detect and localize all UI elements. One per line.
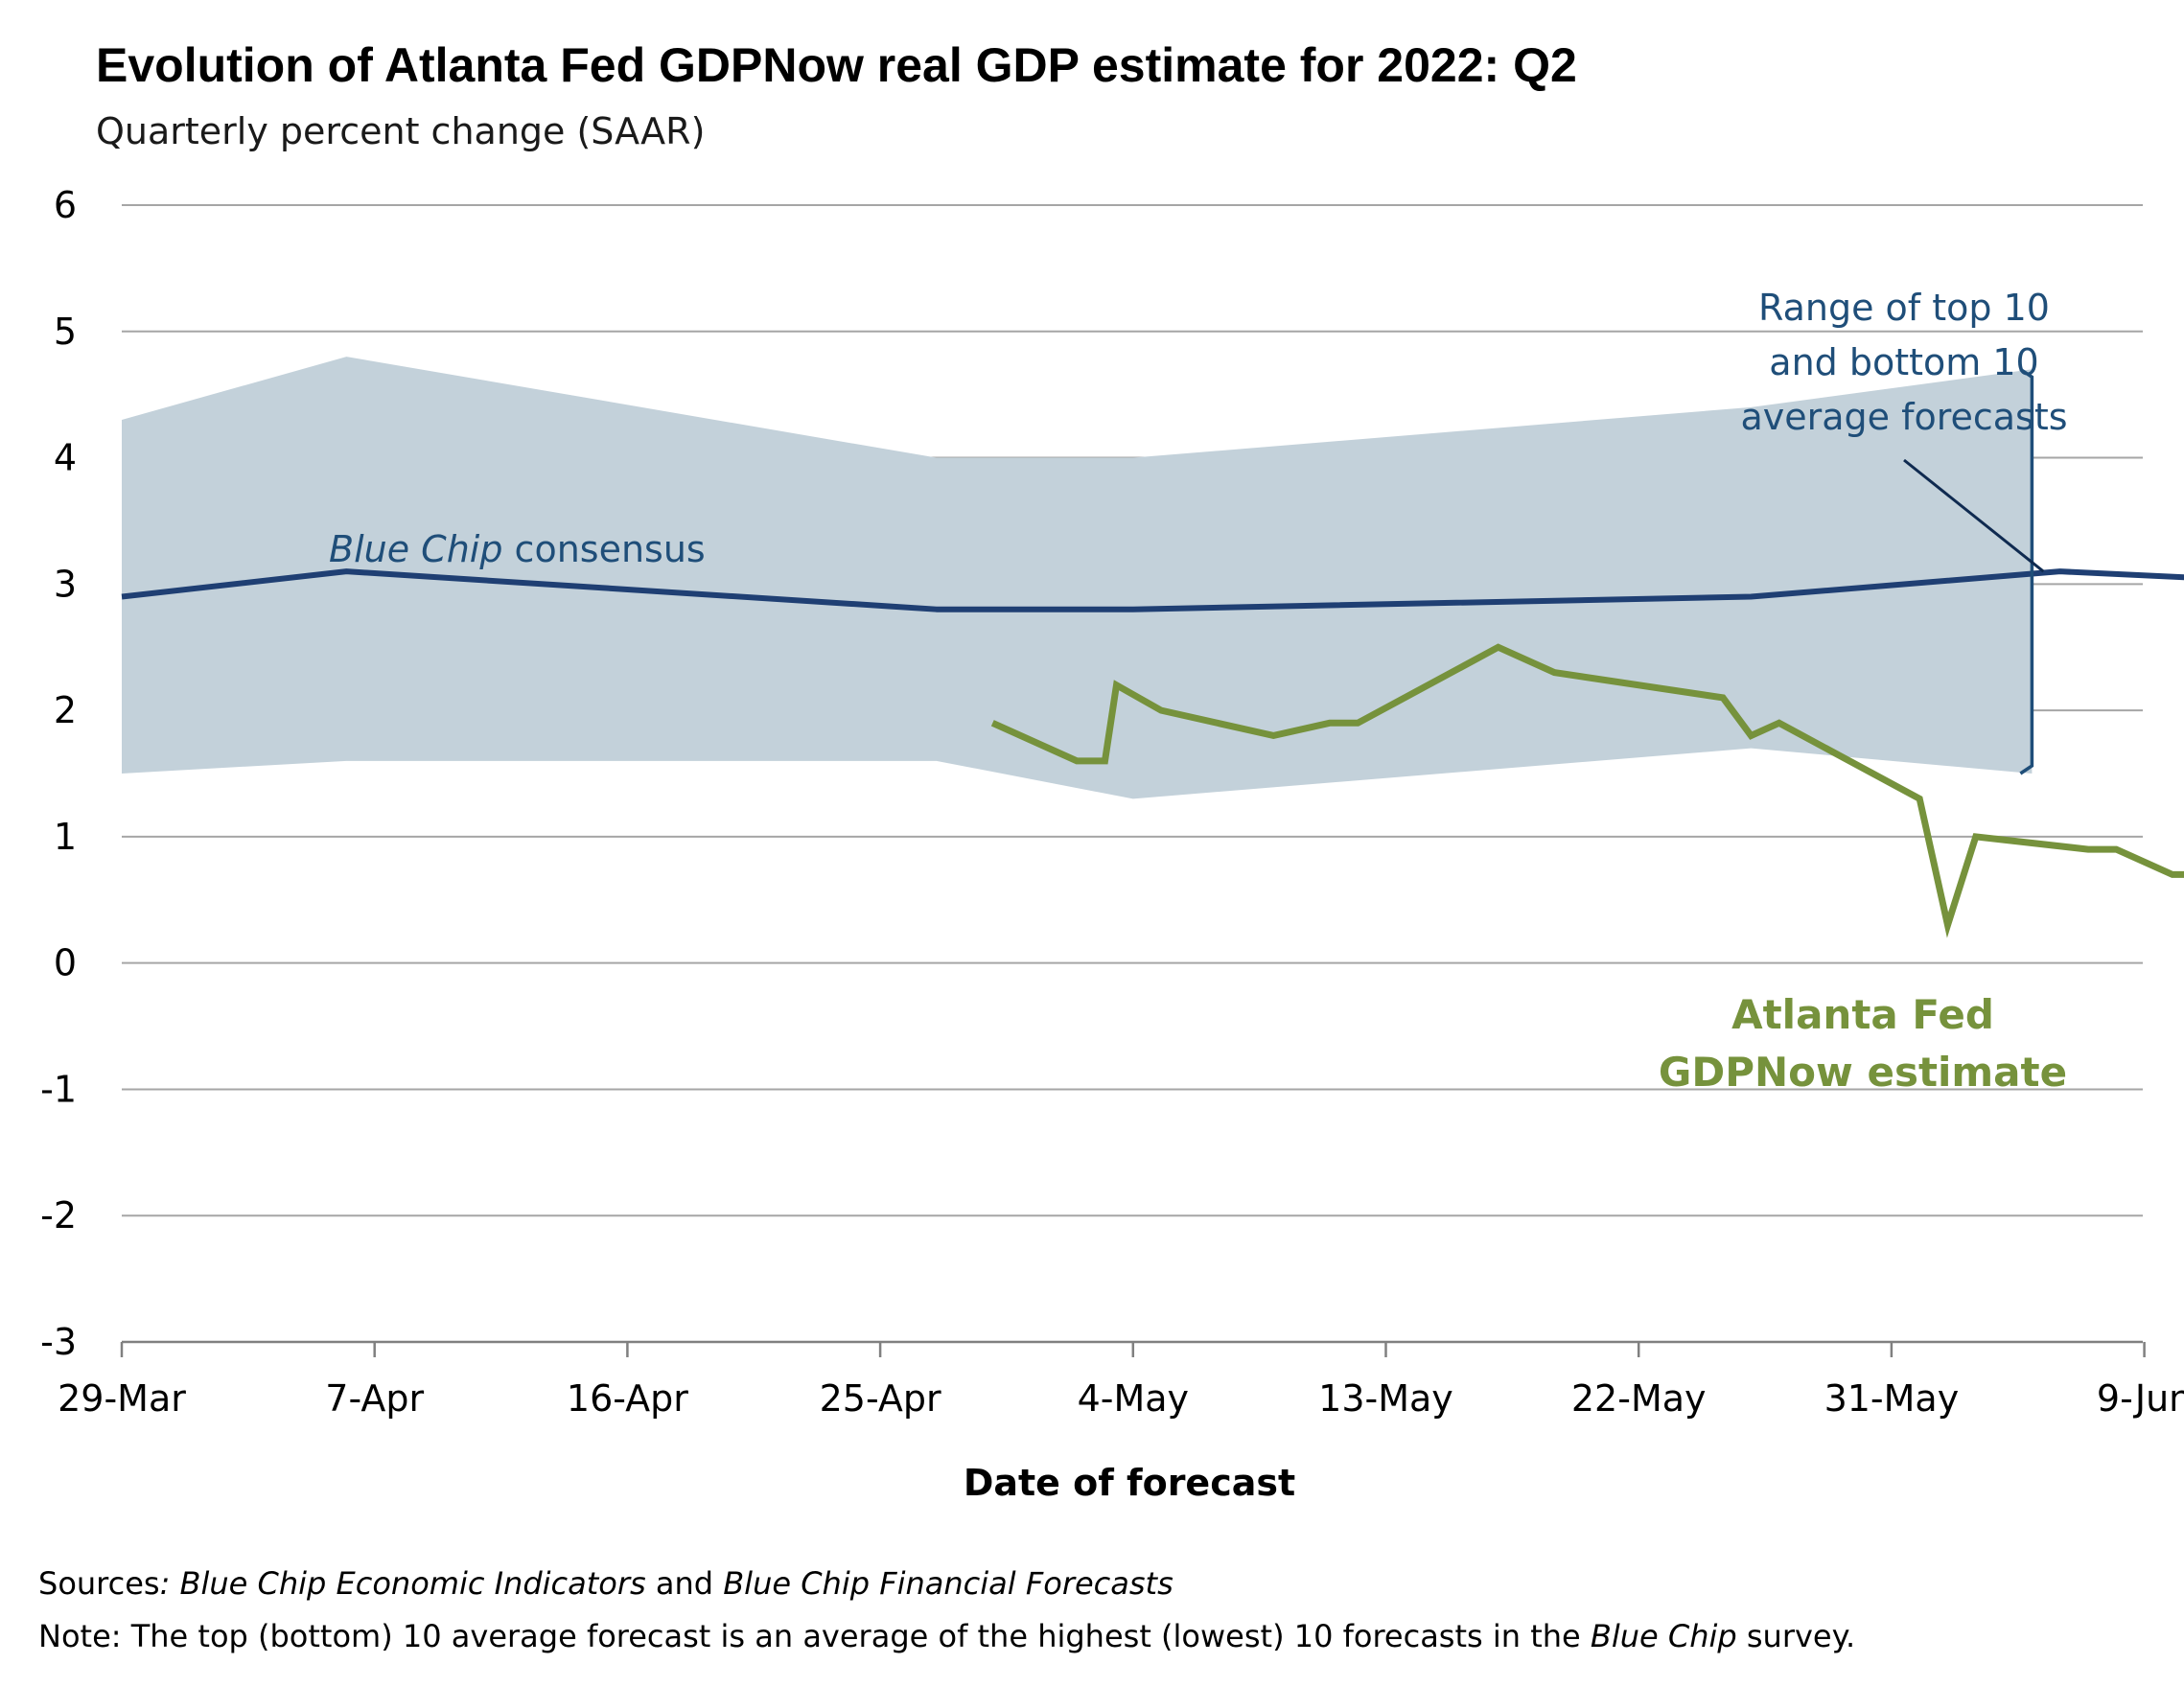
y-tick-label: 1 (54, 816, 77, 858)
range-label-line-1: Range of top 10 (1758, 287, 2050, 329)
y-tick-label: 4 (54, 437, 77, 479)
y-tick-label: 5 (54, 311, 77, 353)
y-tick-label: -1 (40, 1068, 77, 1110)
range-label-line-2: and bottom 10 (1769, 341, 2038, 383)
sources-and: and (646, 1565, 724, 1602)
y-tick-label: 0 (54, 942, 77, 984)
x-tick-label: 16-Apr (567, 1377, 688, 1420)
note-text-2: survey. (1737, 1618, 1855, 1654)
x-tick-label: 4-May (1078, 1377, 1189, 1420)
x-tick-label: 31-May (1824, 1377, 1960, 1420)
x-tick-label: 9-Jun (2097, 1377, 2184, 1420)
consensus-line (121, 568, 2184, 612)
x-axis-label: Date of forecast (964, 1462, 1295, 1504)
x-axis: 29-Mar 7-Apr 16-Apr 25-Apr 4-May 13-May 22-May… (58, 1340, 2184, 1420)
y-tick-label: 2 (54, 689, 77, 731)
chart-title: Evolution of Atlanta Fed GDPNow real GDP… (96, 38, 1577, 92)
gdpnow-label-line-2: GDPNow estimate (1659, 1049, 2067, 1096)
x-tick-label: 22-May (1571, 1377, 1707, 1420)
gdpnow-line (990, 643, 2184, 938)
y-tick-label: -2 (40, 1194, 77, 1236)
range-leader-line (1903, 458, 2045, 573)
consensus-label-rest: consensus (502, 528, 705, 570)
sources-label: Sources (38, 1565, 160, 1602)
sources-line: Sources: Blue Chip Economic Indicators a… (38, 1565, 1173, 1602)
x-tick-label: 13-May (1318, 1377, 1453, 1420)
x-tick-label: 7-Apr (325, 1377, 424, 1420)
consensus-label: Blue Chip consensus (329, 528, 706, 570)
x-tick-label: 29-Mar (58, 1377, 186, 1420)
sources-title-2: Blue Chip Financial Forecasts (723, 1565, 1173, 1602)
y-tick-label: 6 (54, 184, 77, 226)
y-tick-label: 3 (54, 563, 77, 605)
gdpnow-label-line-1: Atlanta Fed (1731, 991, 1994, 1038)
y-tick-label: -3 (40, 1321, 77, 1363)
note-line: Note: The top (bottom) 10 average foreca… (38, 1618, 1855, 1654)
sources-colon: : (160, 1565, 171, 1602)
forecast-range-band (122, 357, 2033, 799)
note-label: Note (38, 1618, 111, 1654)
consensus-label-italic: Blue Chip (329, 528, 502, 570)
note-text-1: : The top (bottom) 10 average forecast i… (111, 1618, 1591, 1654)
y-axis-ticks: 6 5 4 3 2 1 0 -1 -2 -3 (40, 184, 77, 1363)
range-bracket (2019, 367, 2034, 775)
x-tick-label: 25-Apr (820, 1377, 941, 1420)
sources-title-1: Blue Chip Economic Indicators (170, 1565, 645, 1602)
note-italic: Blue Chip (1591, 1618, 1737, 1654)
range-label-line-3: average forecasts (1740, 396, 2067, 438)
chart-subtitle: Quarterly percent change (SAAR) (96, 110, 705, 152)
